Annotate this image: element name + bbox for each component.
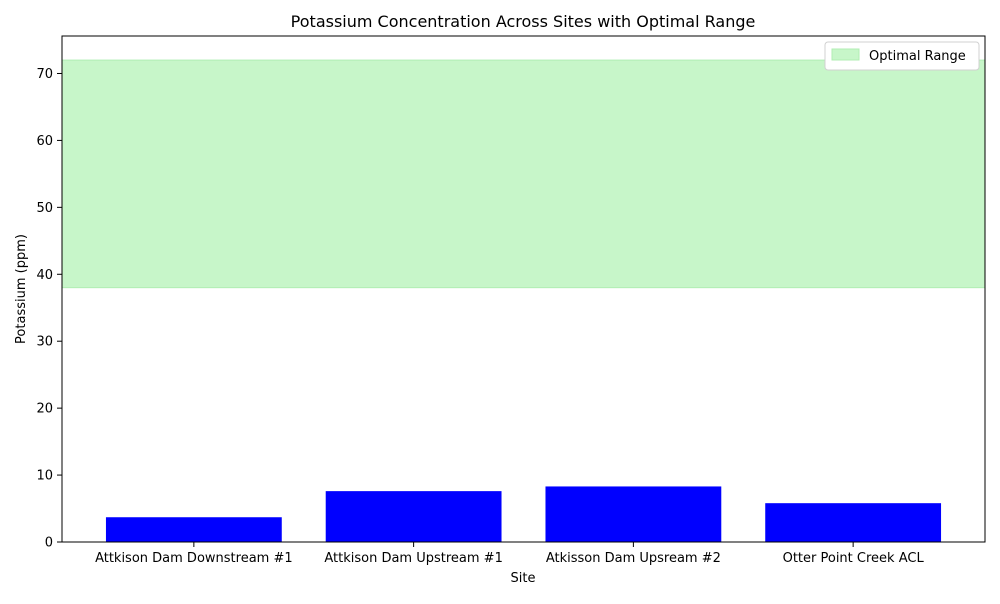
x-tick-label: Atkisson Dam Upsream #2 xyxy=(546,551,721,566)
y-tick-label: 30 xyxy=(36,335,53,350)
bar-3 xyxy=(545,486,722,542)
x-axis-label: Site xyxy=(511,571,536,586)
x-tick-label: Attkison Dam Upstream #1 xyxy=(324,551,503,566)
y-tick-label: 50 xyxy=(36,201,53,216)
legend: Optimal Range xyxy=(824,41,980,71)
x-tick-label: Attkison Dam Downstream #1 xyxy=(95,551,293,566)
bar-1 xyxy=(105,517,282,542)
y-tick-label: 60 xyxy=(36,134,53,149)
optimal-range-band xyxy=(61,59,986,289)
y-tick-label: 10 xyxy=(36,469,53,484)
legend-swatch-optimal-range xyxy=(831,48,860,61)
y-axis-label: Potassium (ppm) xyxy=(14,234,29,344)
plot-area: Attkison Dam Downstream #1 Attkison Dam U… xyxy=(36,35,986,566)
y-tick-label: 70 xyxy=(36,67,53,82)
bar-2 xyxy=(325,491,502,542)
legend-box xyxy=(824,41,980,71)
legend-label-optimal-range: Optimal Range xyxy=(869,49,966,64)
y-tick-label: 0 xyxy=(45,536,53,551)
y-tick-label: 20 xyxy=(36,402,53,417)
y-tick-label: 40 xyxy=(36,268,53,283)
bar-4 xyxy=(765,503,942,542)
x-tick-label: Otter Point Creek ACL xyxy=(783,551,925,566)
chart-title: Potassium Concentration Across Sites wit… xyxy=(291,12,756,31)
plot-frame xyxy=(61,35,986,543)
